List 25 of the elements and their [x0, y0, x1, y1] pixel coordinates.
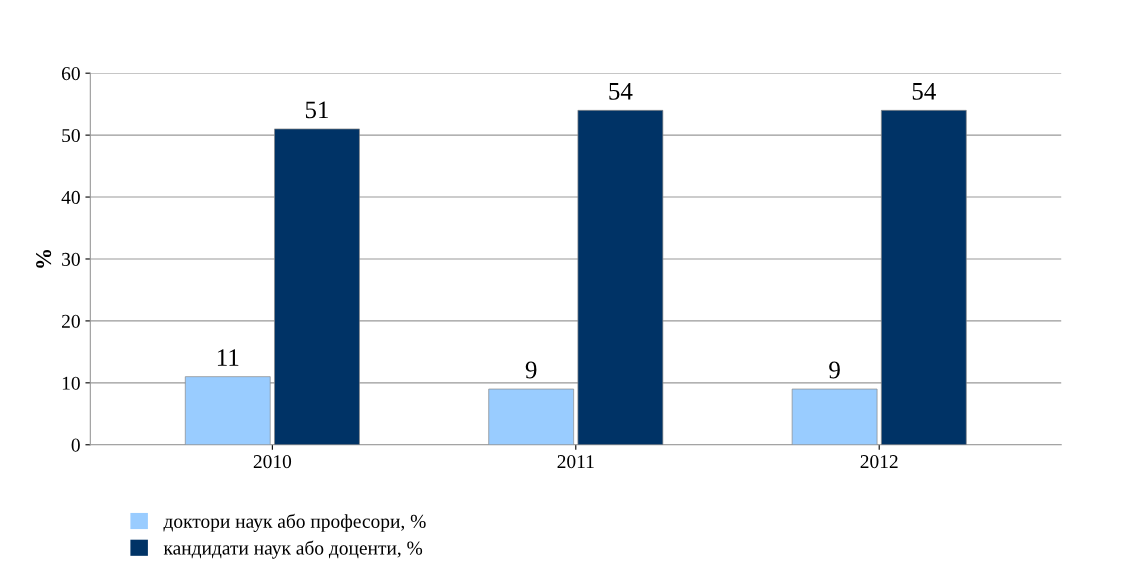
x-tick-label: 2012 — [860, 455, 898, 469]
bar — [184, 376, 271, 445]
bar — [488, 388, 575, 445]
data-label: 51 — [305, 101, 328, 119]
bar — [577, 110, 664, 445]
y-tick-label: 10 — [62, 376, 80, 390]
data-label: 11 — [217, 349, 239, 366]
data-label: 54 — [912, 83, 936, 100]
y-tick-label: 20 — [62, 314, 80, 328]
data-label: 9 — [525, 361, 537, 379]
y-tick-label: 0 — [71, 438, 80, 452]
y-axis-title: % — [36, 249, 52, 268]
legend-label: кандидати наук або доценти, % — [163, 540, 423, 559]
data-label: 54 — [609, 83, 633, 100]
y-tick-label: 50 — [62, 128, 80, 143]
bar — [274, 128, 360, 445]
bar — [791, 388, 878, 445]
legend-label: доктори наук або професори, % — [163, 513, 426, 532]
bar — [880, 110, 967, 445]
data-label: 9 — [829, 361, 840, 379]
x-tick-label: 2010 — [253, 455, 292, 469]
x-tick-label: 2011 — [557, 455, 594, 469]
y-tick-label: 30 — [62, 252, 80, 266]
y-tick-label: 60 — [61, 67, 80, 81]
y-tick-label: 40 — [61, 190, 80, 204]
